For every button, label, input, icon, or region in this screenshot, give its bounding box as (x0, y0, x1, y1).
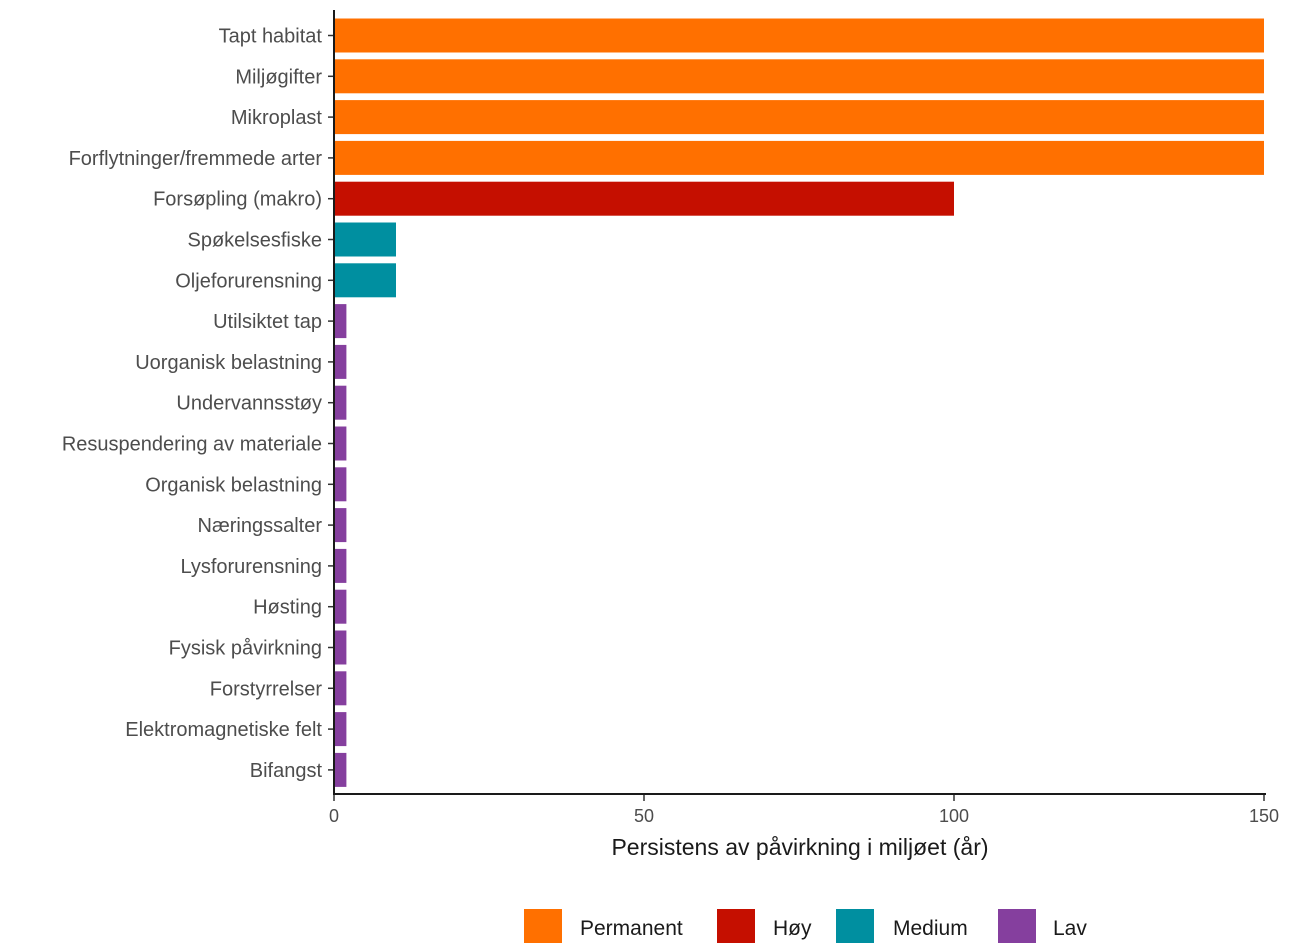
category-label: Utilsiktet tap (213, 311, 322, 333)
bar-12 (334, 467, 347, 502)
category-label: Bifangst (250, 760, 323, 782)
x-axis-title: Persistens av påvirkning i miljøet (år) (611, 834, 988, 860)
x-axis-ticks: 0 50 100 150 (329, 795, 1279, 826)
category-label: Mikroplast (231, 107, 323, 129)
category-label: Undervannsstøy (176, 393, 322, 415)
bar-16 (334, 630, 347, 665)
bars-layer (334, 18, 1264, 787)
category-label: Forstyrrelser (210, 678, 323, 700)
bar-1 (334, 18, 1264, 53)
bar-2 (334, 59, 1264, 94)
legend-label: Medium (893, 917, 968, 940)
bar-3 (334, 100, 1264, 135)
category-label: Forsøpling (makro) (153, 189, 322, 211)
category-label: Miljøgifter (235, 66, 322, 88)
axes (333, 10, 1266, 795)
bar-8 (334, 304, 347, 339)
legend-key-2 (717, 909, 755, 943)
x-tick-label: 150 (1249, 806, 1279, 826)
bar-11 (334, 426, 347, 461)
category-labels: Tapt habitat Miljøgifter Mikroplast Forflyt… (62, 26, 333, 782)
category-label: Lysforurensning (180, 556, 322, 578)
x-tick-label: 50 (634, 806, 654, 826)
bar-18 (334, 712, 347, 747)
legend-key-4 (998, 909, 1036, 943)
bar-4 (334, 140, 1264, 175)
bar-7 (334, 263, 396, 298)
x-tick-label: 100 (939, 806, 969, 826)
legend-key-3 (836, 909, 874, 943)
bar-5 (334, 181, 954, 216)
legend-key-1 (524, 909, 562, 943)
bar-15 (334, 589, 347, 624)
bar-17 (334, 671, 347, 706)
legend-label: Permanent (580, 917, 683, 940)
category-label: Høsting (253, 597, 322, 619)
category-label: Forflytninger/fremmede arter (69, 148, 323, 170)
category-label: Næringssalter (198, 515, 323, 537)
category-label: Uorganisk belastning (135, 352, 322, 374)
x-tick-label: 0 (329, 806, 339, 826)
category-label: Spøkelsesfiske (188, 230, 323, 252)
bar-13 (334, 508, 347, 543)
bar-6 (334, 222, 396, 257)
legend-label: Høy (773, 917, 812, 940)
bar-10 (334, 385, 347, 420)
category-label: Fysisk påvirkning (169, 638, 322, 660)
legend: Permanent Høy Medium Lav (524, 909, 1087, 943)
bar-9 (334, 344, 347, 379)
category-label: Tapt habitat (219, 26, 323, 48)
category-label: Organisk belastning (145, 474, 322, 496)
category-label: Oljeforurensning (175, 270, 322, 292)
bar-14 (334, 548, 347, 583)
bar-19 (334, 752, 347, 787)
category-label: Elektromagnetiske felt (125, 719, 322, 741)
category-label: Resuspendering av materiale (62, 434, 322, 456)
legend-label: Lav (1053, 917, 1087, 940)
